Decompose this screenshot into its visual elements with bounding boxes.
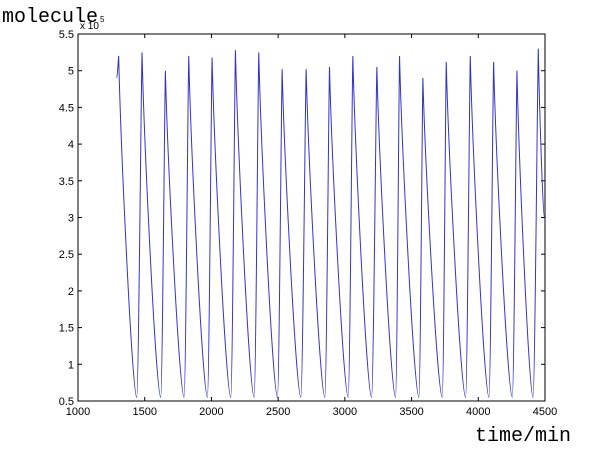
- y-tick-label: 5.5: [59, 29, 74, 41]
- y-scale-base: x 10: [80, 21, 99, 32]
- y-axis-title: molecule: [2, 6, 98, 29]
- x-tick-label: 3500: [399, 406, 423, 418]
- x-tick-label: 4000: [466, 406, 490, 418]
- y-tick-label: 2.5: [59, 249, 74, 261]
- tick-group: 1000 1500 2000 2500 3000 3500 4000 4500 0.5 1 1.5 2…: [59, 29, 558, 418]
- x-tick-label: 4500: [533, 406, 557, 418]
- series-line: [116, 48, 545, 398]
- y-tick-label: 4: [68, 139, 74, 151]
- y-tick-label: 3: [68, 213, 74, 225]
- x-tick-label: 1000: [66, 406, 90, 418]
- x-tick-label: 2500: [266, 406, 290, 418]
- x-axis-title: time/min: [475, 425, 571, 448]
- y-tick-label: 4.5: [59, 102, 74, 114]
- y-tick-label: 1: [68, 359, 74, 371]
- y-tick-label: 3.5: [59, 176, 74, 188]
- x-tick-label: 2000: [199, 406, 223, 418]
- series-layer: [116, 48, 545, 398]
- y-tick-label: 1.5: [59, 323, 74, 335]
- y-tick-label: 2: [68, 286, 74, 298]
- x-tick-label: 3000: [333, 406, 357, 418]
- y-tick-label: 5: [68, 66, 74, 78]
- y-scale-exponent: 5: [100, 15, 105, 24]
- x-tick-label: 1500: [132, 406, 156, 418]
- y-tick-label: 0.5: [59, 396, 74, 408]
